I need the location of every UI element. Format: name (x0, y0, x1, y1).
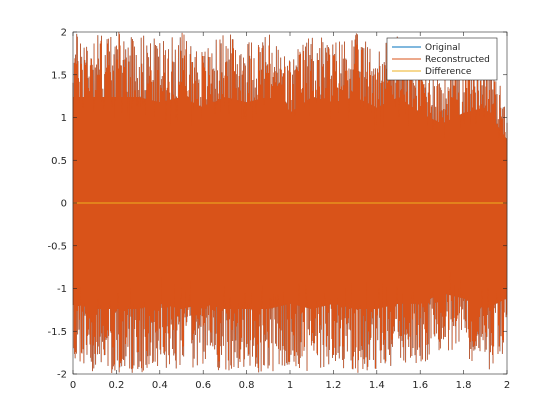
plot-area (72, 32, 508, 374)
y-axis: 2 1.5 1 0.5 0 -0.5 -1 -1.5 -2 (47, 28, 507, 381)
x-tick-label: 0.2 (108, 380, 124, 391)
y-tick-label: 1 (61, 113, 67, 124)
x-tick-label: 0.4 (152, 380, 168, 391)
y-tick-label: -0.5 (47, 241, 67, 252)
legend-label: Original (425, 43, 460, 53)
legend[interactable]: Original Reconstructed Difference (386, 37, 498, 81)
y-tick-label: 0 (61, 199, 67, 210)
x-axis: 0 0.2 0.4 0.6 0.8 1 1.2 1.4 1.6 1.8 2 (70, 32, 510, 391)
x-tick-label: 1.4 (369, 380, 385, 391)
x-tick-label: 0.6 (195, 380, 211, 391)
legend-item[interactable]: Reconstructed (392, 55, 490, 65)
series-line-reconstructed (72, 32, 508, 373)
x-tick-label: 0 (70, 380, 76, 391)
x-tick-label: 1.2 (325, 380, 341, 391)
x-tick-label: 1 (287, 380, 293, 391)
x-tick-label: 2 (504, 380, 510, 391)
x-tick-label: 0.8 (239, 380, 255, 391)
legend-label: Reconstructed (425, 55, 490, 65)
y-tick-label: 1.5 (51, 70, 67, 81)
legend-item[interactable]: Difference (392, 67, 472, 77)
legend-item[interactable]: Original (392, 43, 460, 53)
x-tick-label: 1.6 (412, 380, 428, 391)
y-tick-label: 2 (61, 28, 67, 39)
y-tick-label: -1.5 (47, 327, 67, 338)
y-tick-label: 0.5 (51, 156, 67, 167)
y-tick-label: -2 (57, 370, 67, 381)
legend-label: Difference (425, 67, 472, 77)
x-tick-label: 1.8 (456, 380, 472, 391)
y-tick-label: -1 (57, 284, 67, 295)
